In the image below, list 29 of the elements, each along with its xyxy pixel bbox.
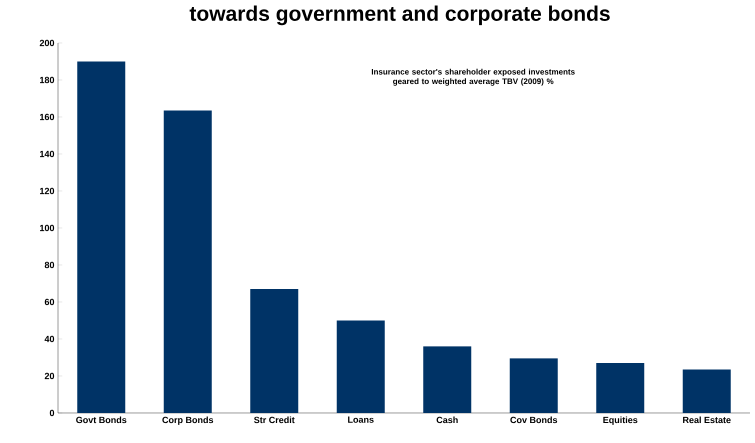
y-tick-label: 160 bbox=[40, 114, 54, 120]
y-tick-label: 100 bbox=[40, 224, 54, 232]
x-tick-label: Equities bbox=[603, 416, 638, 425]
bar bbox=[596, 363, 644, 413]
x-tick-label: Cash bbox=[436, 416, 458, 424]
bar bbox=[682, 370, 731, 413]
y-tick-label: 180 bbox=[40, 76, 54, 84]
x-tick-label: Loans bbox=[348, 416, 374, 423]
bar bbox=[423, 346, 472, 413]
y-tick-label: 60 bbox=[44, 298, 54, 306]
x-tick-label: Str Credit bbox=[254, 416, 295, 424]
bar bbox=[336, 320, 385, 413]
annotation: Insurance sector's shareholder exposed investments geared to weighted average TBV (2009) % bbox=[372, 68, 575, 86]
x-tick-label: Real Estate bbox=[683, 416, 731, 424]
chart-title: towards government and corporate bonds bbox=[190, 6, 610, 26]
y-tick-label: 20 bbox=[44, 372, 54, 380]
x-tick-label: Cov Bonds bbox=[510, 416, 558, 424]
y-tick-label: 140 bbox=[40, 150, 54, 158]
y-tick-label: 200 bbox=[40, 40, 54, 46]
bar bbox=[164, 110, 212, 413]
y-tick-label: 120 bbox=[40, 188, 54, 194]
bar bbox=[250, 289, 298, 413]
bar bbox=[77, 61, 126, 413]
x-tick-label: Corp Bonds bbox=[162, 416, 214, 425]
x-tick-label: Govt Bonds bbox=[76, 416, 126, 424]
bar bbox=[510, 358, 558, 413]
y-tick-label: 40 bbox=[44, 336, 54, 342]
y-tick-label: 0 bbox=[50, 410, 54, 416]
y-tick-label: 80 bbox=[44, 262, 54, 268]
